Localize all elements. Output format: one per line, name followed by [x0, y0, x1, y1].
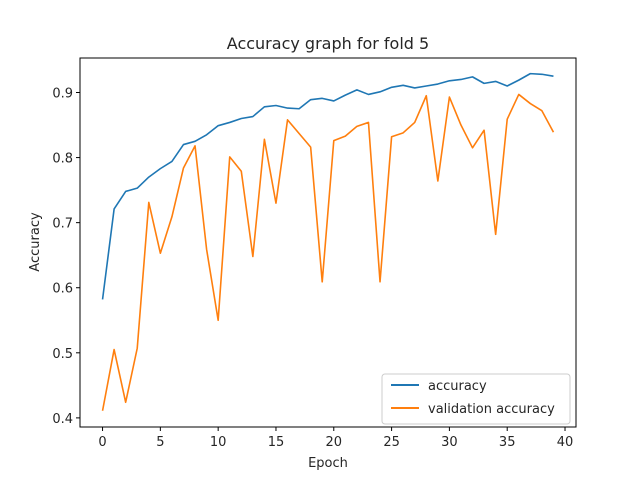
legend-box: [381, 373, 571, 425]
y-tick-label: 0.6: [52, 282, 73, 297]
y-tick-label: 0.9: [52, 86, 73, 101]
y-axis-label: Accuracy: [28, 212, 43, 272]
x-tick-label: 20: [326, 435, 343, 450]
x-axis-ticks: 0 5 10 15 20 25 30 35 40: [98, 427, 573, 450]
x-tick-label: 25: [383, 435, 400, 450]
x-tick-label: 15: [268, 435, 285, 450]
axes-frame: [79, 57, 577, 428]
plot-area: [79, 57, 577, 428]
series-line-validation-accuracy: [101, 93, 555, 411]
x-tick-label: 10: [210, 435, 227, 450]
y-tick-label: 0.4: [52, 412, 73, 427]
x-tick-label: 0: [98, 435, 106, 450]
legend-label-accuracy: accuracy: [428, 379, 487, 394]
x-tick-label: 5: [156, 435, 164, 450]
y-tick-label: 0.5: [52, 347, 73, 362]
y-tick-label: 0.7: [52, 217, 73, 232]
x-axis-label: Epoch: [308, 456, 348, 471]
y-tick-label: 0.8: [52, 152, 73, 167]
x-tick-label: 30: [441, 435, 458, 450]
chart-title: Accuracy graph for fold 5: [227, 34, 429, 53]
x-tick-label: 35: [499, 435, 516, 450]
y-axis-ticks: 0.4 0.5 0.6 0.7 0.8 0.9: [52, 86, 80, 427]
series-line-accuracy: [101, 72, 554, 300]
series-lines: [101, 72, 555, 411]
legend-label-validation-accuracy: validation accuracy: [428, 402, 555, 417]
x-tick-label: 40: [557, 435, 574, 450]
legend: accuracy validation accuracy: [381, 373, 571, 425]
